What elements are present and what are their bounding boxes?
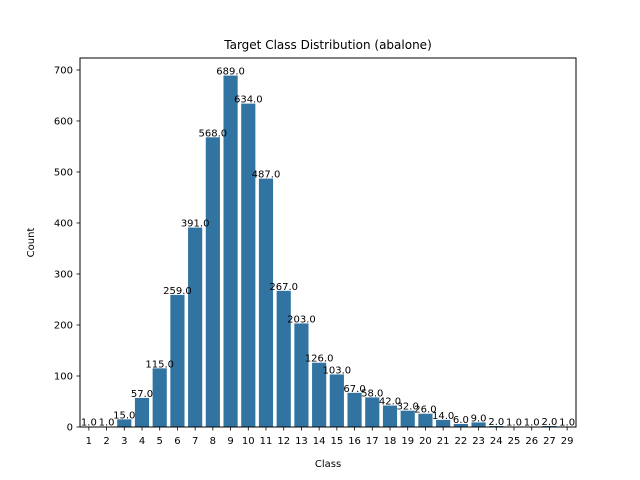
x-tick-label: 17: [366, 436, 379, 447]
x-tick-label: 7: [192, 436, 198, 447]
data-label-class-4: 57.0: [131, 389, 153, 400]
bar-class-13: [294, 323, 309, 427]
data-label-class-23: 9.0: [471, 413, 487, 424]
bar-class-3: [117, 419, 132, 427]
bar-class-22: [453, 423, 468, 427]
x-tick-label: 14: [313, 436, 326, 447]
x-tick-label: 20: [419, 436, 432, 447]
data-label-class-19: 32.0: [397, 402, 419, 413]
x-tick-label: 19: [401, 436, 414, 447]
bar-class-12: [276, 290, 291, 427]
data-label-class-29: 1.0: [559, 417, 575, 428]
data-label-class-2: 1.0: [99, 417, 115, 428]
y-tick-label: 200: [54, 321, 73, 332]
y-tick-label: 600: [54, 117, 73, 128]
x-tick-label: 24: [490, 436, 503, 447]
x-tick-label: 10: [242, 436, 255, 447]
x-tick-label: 5: [157, 436, 163, 447]
x-tick-label: 23: [472, 436, 485, 447]
data-label-class-1: 1.0: [81, 417, 97, 428]
x-tick-label: 26: [525, 436, 538, 447]
x-tick-label: 18: [384, 436, 397, 447]
data-label-class-10: 634.0: [234, 95, 263, 106]
x-tick-label: 29: [561, 436, 574, 447]
bar-class-24: [489, 425, 504, 427]
x-tick-label: 13: [295, 436, 308, 447]
data-label-class-26: 1.0: [524, 417, 540, 428]
y-tick-label: 0: [67, 423, 73, 434]
x-axis-label: Class: [315, 459, 341, 470]
bar-class-27: [542, 425, 557, 427]
data-labels-group: 1.0 1.015.057.0115.0259.0391.0568.0689.06…: [81, 67, 575, 429]
x-tick-label: 9: [227, 436, 233, 447]
data-label-class-24: 2.0: [488, 417, 504, 428]
bar-class-17: [365, 397, 380, 427]
chart-title: Target Class Distribution (abalone): [223, 38, 432, 52]
data-label-class-16: 67.0: [343, 384, 365, 395]
data-label-class-7: 391.0: [181, 219, 210, 230]
bar-class-19: [400, 410, 415, 427]
bar-class-20: [418, 413, 433, 427]
bar-class-8: [205, 137, 220, 428]
bar-class-6: [170, 294, 185, 427]
y-axis-label: Count: [26, 228, 37, 258]
x-tick-label: 25: [508, 436, 521, 447]
bar-class-11: [258, 178, 274, 427]
data-label-class-6: 259.0: [163, 286, 192, 297]
x-tick-label: 15: [330, 436, 343, 447]
plot-frame: [79, 57, 577, 428]
bar-class-18: [382, 405, 398, 427]
data-label-class-18: 42.0: [379, 397, 401, 408]
x-tick-label: 22: [454, 436, 467, 447]
bar-class-21: [436, 419, 451, 427]
bar-class-14: [312, 362, 327, 427]
data-label-class-3: 15.0: [113, 410, 135, 421]
bar-class-23: [471, 422, 486, 427]
data-label-class-21: 14.0: [432, 411, 454, 422]
bar-class-5: [152, 368, 167, 427]
bar-class-15: [329, 374, 344, 427]
data-label-class-9: 689.0: [216, 67, 245, 78]
bar-class-16: [347, 392, 362, 427]
data-label-class-25: 1.0: [506, 417, 522, 428]
data-label-class-5: 115.0: [145, 359, 174, 370]
y-tick-label: 300: [54, 270, 73, 281]
bar-class-10: [241, 103, 256, 428]
data-label-class-11: 487.0: [252, 170, 281, 181]
x-tick-label: 21: [437, 436, 450, 447]
data-label-class-13: 203.0: [287, 314, 316, 325]
x-tick-label: 6: [174, 436, 180, 447]
data-label-class-22: 6.0: [453, 415, 469, 426]
y-tick-label: 400: [54, 219, 73, 230]
y-tick-label: 100: [54, 372, 73, 383]
data-label-class-15: 103.0: [323, 365, 352, 376]
x-tick-label: 11: [260, 436, 273, 447]
bar-class-9: [223, 75, 238, 427]
data-label-class-20: 26.0: [414, 405, 436, 416]
x-tick-label: 3: [121, 436, 127, 447]
data-label-class-14: 126.0: [305, 354, 334, 365]
x-tick-label: 16: [348, 436, 361, 447]
x-tick-label: 8: [210, 436, 216, 447]
y-tick-label: 500: [54, 168, 73, 179]
x-tick-label: 12: [277, 436, 290, 447]
y-axis-ticks: 0 100 200 300 400 500 600 700: [54, 66, 80, 434]
data-label-class-12: 267.0: [269, 282, 298, 293]
bar-class-7: [188, 227, 203, 427]
x-axis-ticks: 1 2 3 4 5 6 7 8 9 10 11 12 13 14 15 16 17 18 19 20 21 22 23 24 2…: [86, 427, 574, 447]
x-tick-label: 27: [543, 436, 556, 447]
data-label-class-8: 568.0: [199, 128, 228, 139]
x-tick-label: 4: [139, 436, 145, 447]
bar-class-4: [134, 397, 150, 427]
x-tick-label: 1: [86, 436, 92, 447]
bars-group: [81, 75, 575, 428]
data-label-class-17: 58.0: [361, 388, 383, 399]
data-label-class-27: 2.0: [541, 417, 557, 428]
x-tick-label: 2: [103, 436, 109, 447]
y-tick-label: 700: [54, 66, 73, 77]
